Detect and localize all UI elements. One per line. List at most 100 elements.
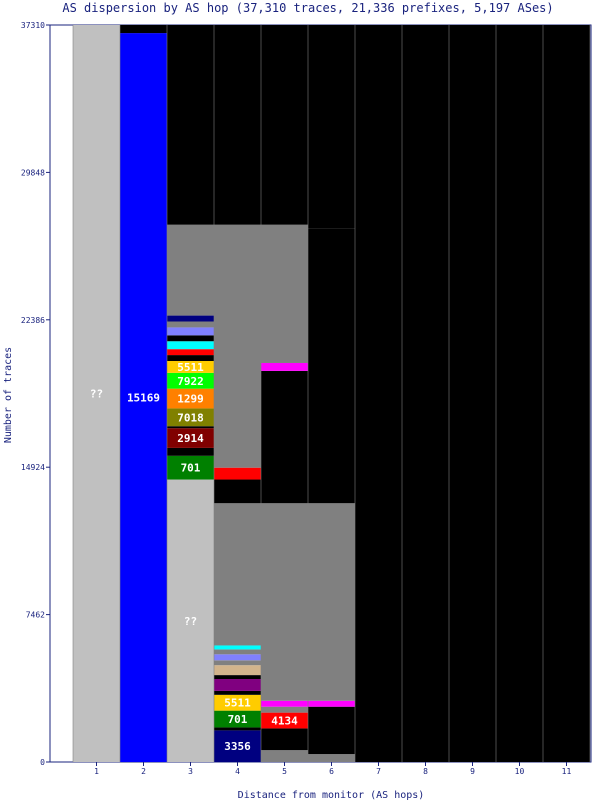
bar-segment [261, 224, 308, 363]
bar-segment [167, 25, 214, 225]
y-tick-label: 14924 [21, 463, 45, 472]
segment-label: ?? [184, 615, 197, 628]
bar-segment [449, 25, 496, 762]
y-tick-label: 0 [40, 758, 45, 767]
hop-column-8 [401, 25, 449, 762]
bar-segment [214, 675, 261, 680]
bar-segment [167, 361, 214, 373]
hop-column-10 [495, 25, 543, 762]
bar-segment [167, 341, 214, 350]
bar-segment [355, 25, 402, 762]
bar-segment [308, 700, 355, 707]
x-tick-label: 4 [235, 767, 240, 776]
bar-segment [167, 479, 214, 762]
y-axis-label: Number of traces [3, 347, 14, 443]
x-tick-label: 11 [562, 767, 572, 776]
segment-label: 7018 [177, 411, 204, 424]
bar-segment [214, 224, 261, 468]
bar-segment [214, 645, 261, 650]
bar-segment [167, 321, 214, 328]
chart-title: AS dispersion by AS hop (37,310 traces, … [62, 1, 553, 15]
bar-segment [214, 727, 261, 731]
axes: 0 7462 14924 22386 29848 37310 1 2 3 4 5 6 7 8 9 10 11 [21, 21, 572, 776]
bar-segment [261, 700, 308, 707]
bar-segment [308, 25, 355, 229]
hop-column-5: 4134 [260, 25, 308, 762]
hop-column-4: 3356 701 5511 [213, 25, 261, 762]
bar-segment [214, 665, 261, 676]
bar-segment [214, 479, 261, 504]
bar-segment [214, 694, 261, 711]
x-tick-label: 7 [376, 767, 381, 776]
segment-label: 701 [228, 713, 248, 726]
segment-label: 2914 [177, 432, 204, 445]
segment-label: 7922 [177, 375, 204, 388]
hop-column-1: ?? [72, 25, 120, 762]
bar-segment [214, 467, 261, 480]
x-tick-label: 8 [423, 767, 428, 776]
bar-segment [308, 503, 355, 701]
bar-segment [167, 315, 214, 322]
bar-segment [214, 690, 261, 695]
bar-segment [167, 335, 214, 342]
segment-label: 4134 [271, 715, 298, 728]
bar-segment [120, 25, 167, 34]
hop-column-9 [448, 25, 496, 762]
segment-label: 701 [181, 462, 201, 475]
bar-segment [167, 355, 214, 362]
segment-label: 1299 [177, 393, 204, 406]
hop-column-6 [307, 25, 355, 762]
segment-label: 3356 [224, 740, 251, 753]
bar-segment [261, 728, 308, 751]
bar-segment [261, 712, 308, 729]
y-tick-label: 7462 [26, 611, 45, 620]
x-axis-label: Distance from monitor (AS hops) [238, 790, 425, 800]
bar-segment [167, 428, 214, 448]
y-tick-label: 22386 [21, 316, 45, 325]
bar-segment [261, 25, 308, 225]
hop-column-7 [354, 25, 402, 762]
x-tick-label: 5 [282, 767, 287, 776]
bar-segment [261, 706, 308, 713]
bar-segment [167, 327, 214, 336]
segment-label: ?? [90, 388, 103, 401]
x-tick-label: 2 [141, 767, 146, 776]
bar-segment [73, 25, 120, 762]
bar-segment [543, 25, 590, 762]
bar-segment [214, 660, 261, 666]
bar-segment [167, 426, 214, 429]
x-tick-label: 3 [188, 767, 193, 776]
bar-segment [261, 370, 308, 504]
bar-segment [496, 25, 543, 762]
x-tick-label: 10 [515, 767, 525, 776]
bar-segment [308, 706, 355, 755]
bar-segment [214, 730, 261, 762]
bar-segment [261, 362, 308, 371]
bar-segment [167, 224, 214, 316]
bar-segment [167, 408, 214, 427]
bar-segment [167, 349, 214, 356]
bar-segment [167, 388, 214, 409]
plot-area: ?? 15169??7012914701812997922551133567015… [49, 24, 592, 763]
y-tick-label: 29848 [21, 168, 45, 177]
x-tick-label: 6 [329, 767, 334, 776]
bar-segment [167, 455, 214, 480]
segment-label: 5511 [177, 361, 204, 374]
x-tick-label: 1 [94, 767, 99, 776]
hop-column-11 [542, 25, 590, 762]
bar-segment [120, 33, 167, 763]
bar-segment [214, 649, 261, 655]
bar-segment [261, 750, 308, 762]
bar-segment [402, 25, 449, 762]
bar-segment [214, 503, 261, 646]
bar-segment [214, 710, 261, 728]
bar-segment [167, 447, 214, 456]
x-tick-label: 9 [470, 767, 475, 776]
segment-label: 5511 [224, 697, 251, 710]
hop-column-2: 15169 [119, 25, 167, 763]
segment-label: 15169 [127, 392, 160, 405]
bar-segment [214, 654, 261, 661]
